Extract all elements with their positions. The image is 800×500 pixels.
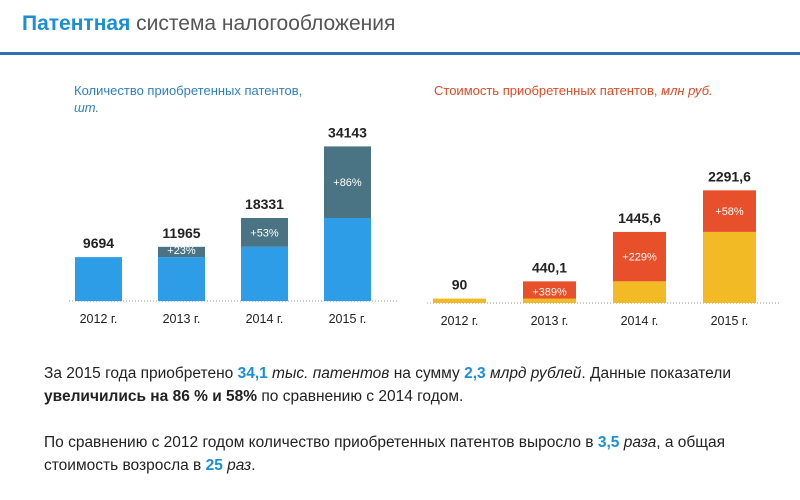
value-label: 9694: [83, 235, 114, 251]
page-title-accent: Патентная: [22, 12, 131, 35]
bar-increase: [703, 190, 756, 232]
summary-number: 25: [205, 457, 223, 474]
value-label: 90: [452, 277, 468, 293]
summary-number: 34,1: [237, 365, 268, 382]
right-chart-title: Стоимость приобретенных патентов, млн ру…: [434, 82, 764, 99]
summary-text: по сравнению с 2014 годом.: [257, 388, 464, 405]
summary-text: За 2015 года приобретено: [44, 365, 238, 382]
summary-number: 3,5: [597, 434, 620, 451]
summary-paragraph-2: По сравнению с 2012 годом количество при…: [44, 431, 764, 477]
value-label: 34143: [328, 124, 367, 140]
summary-text: раз: [222, 457, 252, 474]
bar-base: [158, 257, 205, 301]
category-label: 2013 г.: [531, 314, 569, 328]
left-chart-title: Количество приобретенных патентов, шт.: [74, 82, 374, 116]
patent-cost-chart: 90 2012 г. +389% 440,1 2013 г. +229% 1445,6 201…: [427, 168, 780, 328]
category-label: 2014 г.: [621, 314, 659, 328]
category-label: 2012 г.: [441, 314, 479, 328]
page-title-rest: система налогообложения: [130, 12, 396, 35]
page-title: Патентная система налогообложения: [22, 12, 395, 36]
category-label: 2015 г.: [329, 312, 367, 326]
category-label: 2013 г.: [163, 312, 201, 326]
value-label: 2291,6: [708, 168, 751, 184]
summary-text: , а общая стоимость возросла в: [44, 434, 726, 474]
summary-highlight: увеличились на 86 % и 58%: [44, 388, 258, 405]
increase-label: +58%: [715, 206, 744, 218]
summary-text: .: [251, 457, 256, 474]
summary-number: 2,3: [464, 365, 486, 382]
bar-base: [324, 218, 371, 301]
value-label: 1445,6: [618, 210, 661, 226]
bar-base: [703, 231, 756, 303]
header-rule: [0, 52, 800, 55]
bar-base: [433, 298, 486, 303]
increase-label: +389%: [532, 287, 567, 299]
value-label: 18331: [245, 196, 284, 212]
left-chart-unit: шт.: [74, 100, 100, 115]
bar-base: [75, 257, 122, 301]
summary-text: раза: [619, 434, 657, 451]
summary-text: тыс. патентов: [267, 365, 390, 382]
summary-paragraph-1: За 2015 года приобретено 34,1 тыс. патен…: [44, 362, 764, 408]
increase-label: +229%: [622, 252, 657, 264]
bar-base: [613, 281, 666, 303]
bar-increase: [523, 281, 576, 299]
summary-text: млрд рублей: [485, 365, 582, 382]
bar-base: [241, 246, 288, 301]
bar-base: [523, 298, 576, 303]
bar-increase: [241, 218, 288, 247]
bar-increase: [613, 231, 666, 282]
value-label: 440,1: [532, 259, 567, 275]
summary-text: на сумму: [389, 365, 465, 382]
category-label: 2012 г.: [80, 312, 118, 326]
increase-label: +23%: [167, 245, 196, 257]
category-label: 2015 г.: [711, 314, 749, 328]
summary-text: По сравнению с 2012 годом количество при…: [44, 434, 598, 451]
patent-count-chart: 9694 2012 г. +23% 11965 2013 г. +53% 18331 2014…: [69, 124, 399, 326]
bar-increase: [158, 246, 205, 258]
bar-increase: [324, 146, 371, 219]
left-chart-title-text: Количество приобретенных патентов,: [74, 83, 303, 98]
value-label: 11965: [162, 225, 200, 241]
increase-label: +86%: [333, 177, 362, 189]
category-label: 2014 г.: [246, 312, 284, 326]
right-chart-title-text: Стоимость приобретенных патентов,: [434, 83, 658, 98]
increase-label: +53%: [250, 227, 279, 239]
right-chart-unit: млн руб.: [661, 83, 713, 98]
summary-text: . Данные показатели: [581, 365, 731, 382]
